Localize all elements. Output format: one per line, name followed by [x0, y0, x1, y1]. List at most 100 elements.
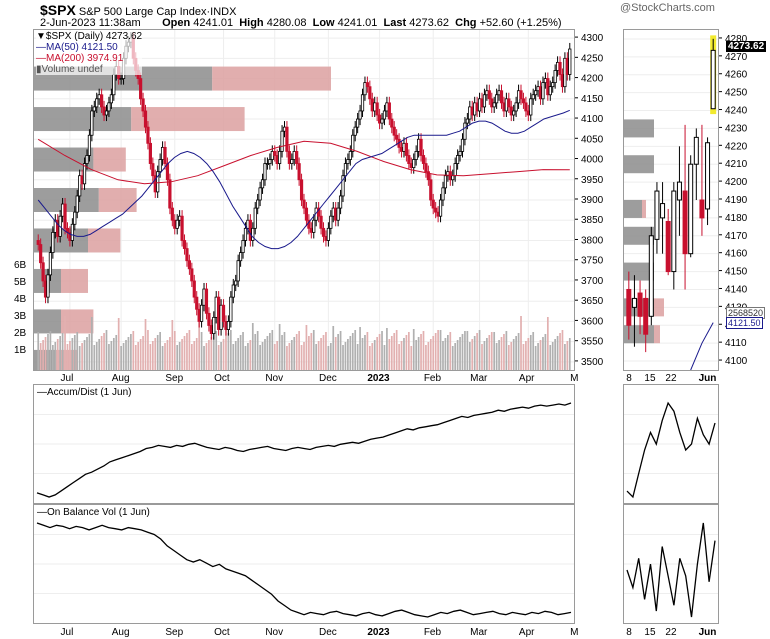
candle-body [531, 94, 535, 100]
volume-bar [166, 340, 169, 370]
candle-body [39, 244, 43, 264]
volume-bar [481, 344, 483, 370]
volume-bar [73, 335, 76, 370]
volume-bar [273, 344, 276, 370]
accum-dist-zoom-panel[interactable] [623, 384, 719, 504]
candle-body [285, 126, 289, 152]
volume-tick-label: 5B [14, 277, 27, 288]
last-price-tag: 4273.62 [726, 41, 767, 52]
volume-bar [525, 341, 527, 370]
x-tick-label: Mar [470, 627, 488, 638]
volume-bar [486, 338, 488, 370]
volume-bar [303, 342, 305, 370]
candle-body [329, 215, 333, 229]
candle-body [100, 94, 104, 108]
y-tick-label: 4140 [725, 284, 748, 295]
volume-bar [281, 335, 283, 370]
accum-dist-line [36, 402, 572, 498]
candle-body [341, 175, 345, 197]
x-tick-label: May [570, 627, 578, 638]
volume-bar [183, 336, 186, 370]
volume-bar [242, 332, 244, 370]
legend-ma50: —MA(50) 4121.50 [36, 42, 118, 53]
candle-body [231, 284, 235, 298]
x-tick-label: 15 [644, 373, 656, 384]
volume-bar [342, 345, 344, 370]
volume-bar [108, 344, 110, 370]
candle-body [338, 195, 343, 209]
volume-bar [125, 340, 127, 370]
volume-bar [120, 346, 122, 370]
main-price-panel[interactable]: ▼$SPX (Daily) 4273.62 —MA(50) 4121.50 —M… [33, 29, 575, 371]
volume-profile-down-bar [212, 66, 331, 91]
volume-bar [395, 330, 398, 370]
volume-bar [142, 336, 144, 370]
volume-bar [542, 337, 544, 370]
volume-profile-up-bar [34, 309, 61, 334]
candle-body [163, 146, 167, 164]
volume-bar [181, 339, 183, 370]
volume-bar [232, 344, 235, 370]
volume-bar [225, 322, 227, 370]
volume-bar [317, 341, 320, 370]
volume-bar [76, 332, 79, 370]
candle-body [482, 94, 487, 108]
volume-bar [110, 341, 113, 370]
candle-body [693, 136, 699, 165]
x-tick-label: Jul [61, 373, 74, 384]
last-label: Last [383, 17, 407, 29]
volume-bar [359, 327, 361, 370]
volume-bar [451, 346, 454, 370]
candle-body [665, 220, 671, 273]
volume-bar [449, 332, 452, 370]
candle-body [558, 61, 562, 75]
candle-body [185, 248, 189, 262]
volume-bar [95, 342, 98, 370]
chart-header: $SPX S&P 500 Large Cap Index·INDX [40, 2, 237, 18]
y-tick-label: 4190 [725, 195, 748, 206]
volume-bar [495, 343, 498, 370]
obv-panel[interactable]: —On Balance Vol (1 Jun) [33, 504, 575, 624]
volume-bar [234, 341, 237, 370]
last-value: 4273.62 [409, 17, 449, 29]
volume-bar [222, 339, 225, 370]
zoom-price-panel[interactable] [623, 29, 719, 371]
candle-body [541, 82, 545, 100]
volume-bar [156, 335, 159, 370]
accum-dist-panel[interactable]: —Accum/Dist (1 Jun) [33, 384, 575, 504]
candle-body [304, 207, 309, 221]
y-tick-label: 3850 [581, 215, 604, 226]
volume-bar [44, 337, 47, 370]
candle-body [514, 102, 518, 112]
volume-bar [559, 333, 561, 370]
volume-bar [205, 343, 208, 370]
candle-body [431, 199, 435, 209]
volume-bar [220, 342, 222, 370]
candle-body [390, 118, 394, 128]
x-tick-label: 15 [644, 627, 656, 638]
x-tick-label: Apr [519, 627, 535, 638]
obv-zoom-panel[interactable] [623, 504, 719, 624]
volume-bar [498, 340, 500, 370]
volume-bar [151, 341, 154, 370]
y-tick-label: 4240 [725, 106, 748, 117]
legend-price: ▼$SPX (Daily) 4273.62 [36, 31, 143, 42]
volume-bar [400, 341, 403, 370]
volume-bar [327, 346, 330, 370]
candle-body [243, 227, 248, 241]
volume-profile-up-bar [624, 119, 654, 138]
volume-bar [171, 320, 174, 370]
y-tick-label: 4100 [581, 114, 604, 125]
volume-bar [510, 342, 513, 370]
volume-tick-label: 4B [14, 294, 27, 305]
x-tick-label: May [570, 373, 578, 384]
volume-bar [91, 317, 93, 370]
symbol[interactable]: $SPX [40, 2, 76, 18]
candle-body [351, 134, 355, 152]
volume-bar [49, 331, 52, 370]
volume-bar [371, 343, 374, 370]
volume-bar [276, 341, 279, 370]
candle-body [487, 90, 491, 100]
candle-body [710, 49, 716, 110]
candle-body [170, 207, 174, 221]
